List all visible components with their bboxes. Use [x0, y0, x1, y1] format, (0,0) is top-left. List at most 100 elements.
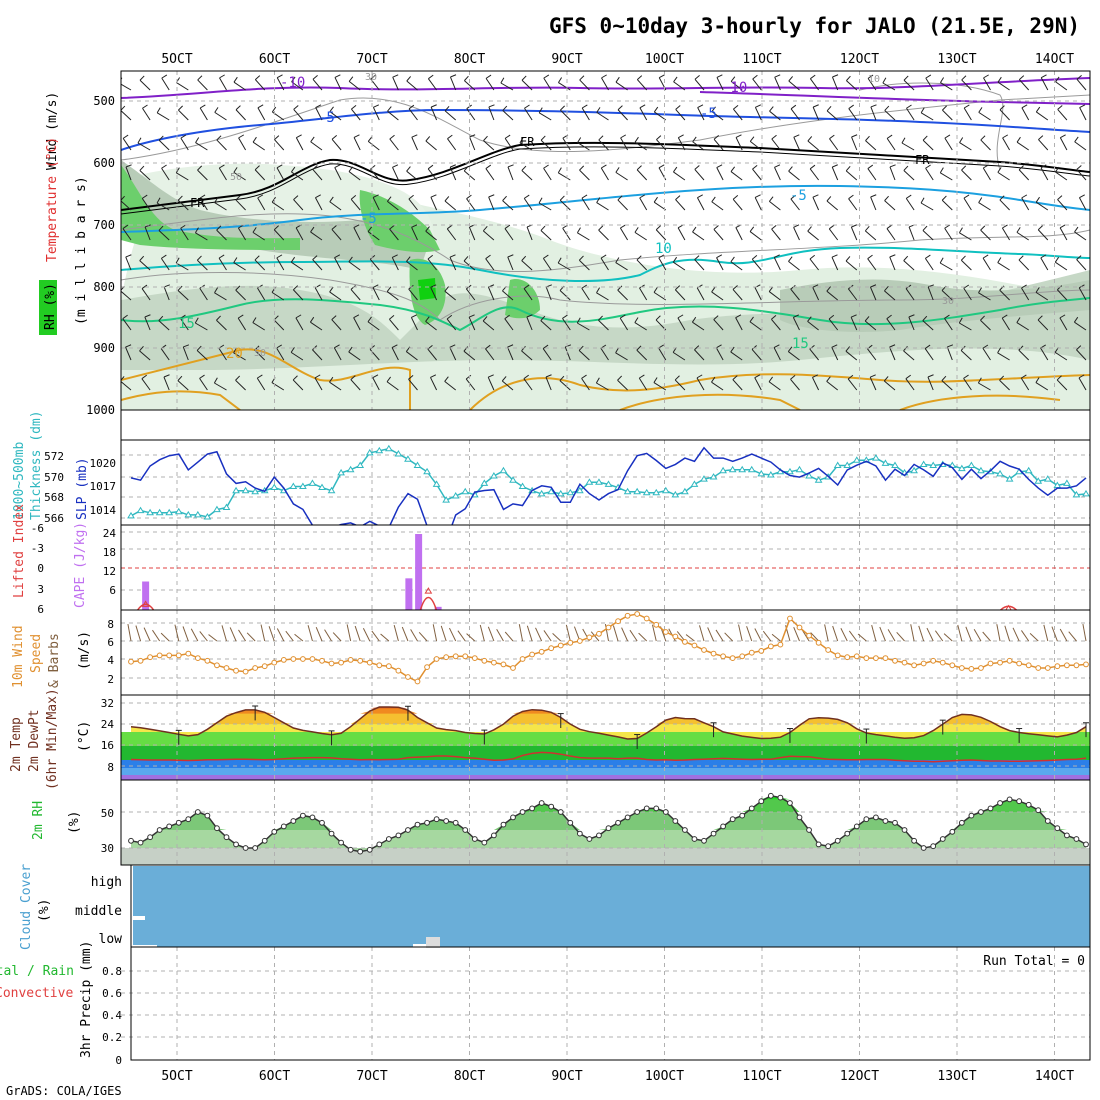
sounding-barb-flag: [733, 104, 739, 110]
sounding-barb-flag: [997, 257, 1002, 263]
sounding-barb: [559, 380, 571, 391]
surface-barb: [285, 630, 294, 642]
sounding-barb: [677, 137, 686, 151]
surface-barb: [1043, 624, 1049, 642]
sounding-barb-flag: [295, 314, 302, 319]
surface-barb: [1029, 633, 1039, 642]
footer-credit: GrADS: COLA/IGES: [6, 1084, 122, 1098]
sounding-barb-flag: [925, 254, 931, 259]
sounding-barb: [677, 317, 686, 331]
precip-ytick-0: 0: [115, 1054, 122, 1067]
temp-contour-minus5: [121, 108, 1090, 151]
wind-speed-line-point: [156, 652, 163, 659]
label-total-rain: Total / Rain: [0, 964, 74, 979]
sounding-barb-flag: [276, 74, 283, 79]
temp-contour-20: [121, 348, 1090, 410]
thickness-line-point: [318, 483, 326, 491]
rh-line-point: [175, 819, 182, 826]
sounding-barb: [1021, 287, 1030, 301]
sounding-barb-flag: [944, 134, 951, 139]
sounding-barb: [408, 288, 418, 301]
sounding-barb-flag: [826, 196, 832, 202]
sounding-barb: [485, 348, 495, 361]
surface-barb: [315, 627, 323, 642]
sounding-barb: [121, 290, 132, 301]
sounding-barb: [122, 138, 132, 151]
rh-line-point: [280, 823, 287, 830]
sounding-barb-flag: [905, 374, 912, 380]
sounding-barb: [329, 291, 342, 301]
sounding-barb: [922, 320, 934, 331]
surface-barb: [276, 628, 285, 642]
top-date-11OCT: 11OCT: [742, 52, 781, 67]
sounding-barb-flag: [1037, 225, 1043, 231]
thickness-line-point: [872, 454, 880, 461]
sounding-barb: [1001, 317, 1011, 331]
sounding-barb: [655, 229, 667, 241]
wind-speed-line-point: [978, 665, 984, 671]
sounding-barb: [558, 172, 571, 181]
sounding-barb: [367, 231, 380, 241]
sounding-barb: [1059, 137, 1068, 151]
surface-barb: [896, 631, 905, 642]
sounding-barb-flag: [774, 74, 781, 78]
sounding-barb: [826, 110, 839, 121]
sounding-barb-flag: [601, 164, 607, 169]
sounding-barb-flag: [788, 76, 794, 82]
sounding-barb: [696, 287, 705, 301]
sounding-barb: [449, 347, 457, 361]
sounding-barb-flag: [559, 375, 565, 381]
sounding-barb-flag: [329, 106, 334, 112]
sounding-barb: [197, 79, 208, 91]
sounding-barb-flag: [504, 134, 511, 139]
sounding-barb: [180, 318, 189, 331]
sounding-barb-flag: [870, 104, 877, 108]
wind-speed-line-point: [930, 657, 937, 664]
sounding-barb: [793, 227, 800, 241]
surface-barb: [621, 627, 629, 642]
sounding-barb-flag: [768, 196, 774, 202]
sounding-barb: [672, 351, 686, 361]
sounding-barb-flag: [348, 346, 353, 353]
ytick-1000: 1000: [86, 403, 115, 417]
thickness-line-point: [1072, 490, 1081, 498]
sounding-barb-flag: [199, 194, 206, 199]
sounding-barb-flag: [408, 194, 414, 200]
thickness-line-point: [910, 466, 918, 474]
temp-contour-15: [121, 297, 1090, 332]
sounding-barb-flag: [216, 315, 221, 321]
sounding-barb: [274, 139, 285, 151]
sounding-barb-flag: [430, 374, 437, 378]
sounding-barb-flag: [812, 284, 819, 288]
sounding-barb: [545, 286, 552, 301]
sounding-barb-flag: [1035, 287, 1040, 293]
sounding-barb-flag: [389, 224, 395, 230]
sounding-barb: [812, 377, 820, 391]
sounding-barb-flag: [579, 165, 585, 171]
thickness-line-point: [595, 478, 603, 485]
rh-line-point: [128, 837, 134, 844]
sounding-barb: [482, 320, 495, 331]
sounding-barb-flag: [831, 254, 838, 258]
sounding-barb-flag: [156, 107, 161, 114]
thickness-line-point: [709, 473, 718, 480]
surface-barb: [229, 627, 237, 642]
sounding-barb-flag: [175, 167, 180, 174]
thickness-line-point: [661, 486, 670, 494]
sounding-barb: [809, 168, 819, 181]
sounding-barb-flag: [678, 134, 684, 139]
rh-line-point: [405, 827, 411, 833]
sounding-barb-flag: [615, 167, 620, 173]
sounding-barb-flag: [826, 286, 831, 292]
sounding-barb: [538, 112, 552, 121]
rh-line-point: [510, 814, 516, 821]
sounding-barb: [485, 78, 495, 91]
sounding-barb-flag: [485, 254, 491, 260]
label-minus5-c: -5: [360, 211, 377, 227]
cloud-level-high: high: [91, 875, 122, 890]
sounding-barb-flag: [482, 316, 488, 322]
label-rh50-b: 50: [254, 348, 266, 359]
bottom-date-10OCT: 10OCT: [645, 1069, 684, 1084]
sounding-barb-flag: [1037, 315, 1043, 321]
sounding-barb-flag: [1076, 165, 1082, 170]
